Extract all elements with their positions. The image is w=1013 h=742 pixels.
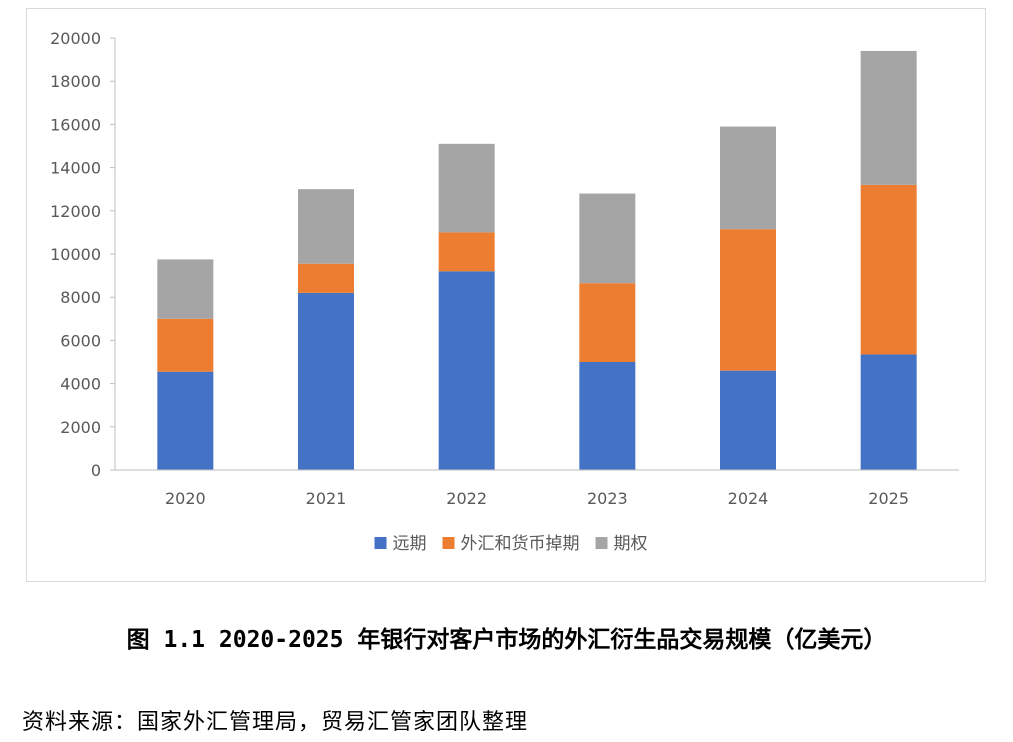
y-tick-label: 8000 — [60, 288, 101, 307]
y-tick-label: 6000 — [60, 331, 101, 350]
bar-swap-2022 — [438, 232, 495, 272]
legend-swatch — [374, 537, 387, 549]
legend-swatch — [442, 537, 455, 549]
bar-swap-2020 — [157, 318, 214, 372]
legend-label: 远期 — [393, 534, 427, 554]
bar-option-2020 — [157, 259, 214, 319]
x-tick-label: 2020 — [165, 489, 206, 508]
x-tick-label: 2022 — [446, 489, 487, 508]
bar-swap-2024 — [720, 229, 776, 371]
y-tick-label: 0 — [91, 461, 101, 480]
bar-forward-2021 — [298, 292, 354, 470]
bar-option-2025 — [860, 50, 917, 185]
y-tick-label: 20000 — [50, 29, 101, 48]
bar-swap-2025 — [860, 184, 917, 355]
x-tick-label: 2025 — [868, 489, 909, 508]
figure-caption: 图 1.1 2020-2025 年银行对客户市场的外汇衍生品交易规模（亿美元） — [126, 627, 887, 653]
bar-option-2021 — [298, 189, 354, 264]
y-tick-label: 16000 — [50, 115, 101, 134]
bar-forward-2022 — [438, 271, 495, 470]
x-tick-label: 2023 — [587, 489, 628, 508]
bar-swap-2023 — [579, 283, 636, 362]
legend-swatch — [595, 537, 608, 549]
bar-forward-2024 — [720, 370, 776, 470]
stacked-bar-chart: 0 2000 4000 6000 8000 10000 12000 14000 16000 180… — [50, 29, 959, 554]
bar-forward-2020 — [157, 371, 214, 470]
y-tick-label: 10000 — [50, 245, 101, 264]
bar-option-2023 — [579, 193, 636, 284]
bar-option-2024 — [720, 126, 776, 230]
y-tick-label: 14000 — [50, 159, 101, 178]
y-tick-label: 18000 — [50, 72, 101, 91]
y-tick-label: 2000 — [60, 418, 101, 437]
x-tick-label: 2024 — [728, 489, 769, 508]
legend-label: 外汇和货币掉期 — [461, 534, 580, 554]
x-tick-label: 2021 — [306, 489, 347, 508]
bar-option-2022 — [438, 143, 495, 233]
legend-label: 期权 — [614, 534, 648, 554]
y-tick-label: 12000 — [50, 202, 101, 221]
y-tick-label: 4000 — [60, 375, 101, 394]
bar-forward-2025 — [860, 354, 917, 470]
chart-frame: 0 2000 4000 6000 8000 10000 12000 14000 16000 180… — [26, 8, 986, 582]
source-note: 资料来源：国家外汇管理局，贸易汇管家团队整理 — [22, 710, 529, 735]
bar-forward-2023 — [579, 362, 636, 470]
bar-swap-2021 — [298, 263, 354, 293]
